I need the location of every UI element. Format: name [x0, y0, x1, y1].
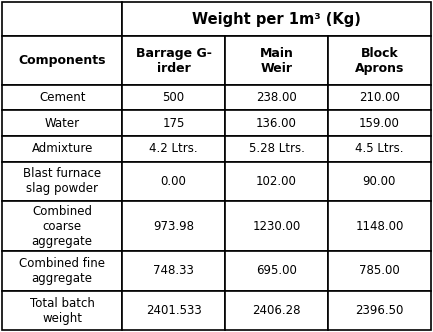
Bar: [2, 111, 122, 136]
Text: 973.98: 973.98: [153, 219, 194, 233]
Bar: [122, 251, 225, 291]
Text: 5.28 Ltrs.: 5.28 Ltrs.: [249, 142, 304, 155]
Bar: [2, 37, 122, 85]
Text: 1230.00: 1230.00: [252, 219, 301, 233]
Text: 695.00: 695.00: [256, 264, 297, 277]
Bar: [122, 162, 225, 201]
Text: 2401.533: 2401.533: [146, 304, 201, 317]
Text: 159.00: 159.00: [359, 117, 400, 130]
Text: 238.00: 238.00: [256, 91, 297, 104]
Bar: [2, 162, 122, 201]
Text: 4.5 Ltrs.: 4.5 Ltrs.: [355, 142, 404, 155]
Bar: [328, 291, 431, 330]
Text: 0.00: 0.00: [161, 175, 187, 188]
Bar: [225, 136, 328, 162]
Text: Admixture: Admixture: [32, 142, 93, 155]
Text: Combined
coarse
aggregate: Combined coarse aggregate: [32, 205, 93, 248]
Bar: [122, 111, 225, 136]
Text: 1148.00: 1148.00: [355, 219, 404, 233]
Bar: [2, 201, 122, 251]
Text: Total batch
weight: Total batch weight: [30, 296, 95, 324]
Bar: [225, 111, 328, 136]
Bar: [122, 136, 225, 162]
Text: Blast furnace
slag powder: Blast furnace slag powder: [23, 167, 101, 196]
Bar: [328, 162, 431, 201]
Bar: [328, 136, 431, 162]
Bar: [225, 201, 328, 251]
Bar: [328, 37, 431, 85]
Text: Barrage G-
irder: Barrage G- irder: [136, 46, 212, 75]
Bar: [2, 251, 122, 291]
Text: 136.00: 136.00: [256, 117, 297, 130]
Text: 500: 500: [162, 91, 185, 104]
Bar: [122, 37, 225, 85]
Bar: [225, 85, 328, 111]
Text: Combined fine
aggregate: Combined fine aggregate: [19, 257, 105, 285]
Text: Water: Water: [45, 117, 80, 130]
Bar: [122, 201, 225, 251]
Bar: [225, 291, 328, 330]
Bar: [122, 2, 431, 37]
Bar: [122, 291, 225, 330]
Text: 2396.50: 2396.50: [355, 304, 404, 317]
Bar: [225, 162, 328, 201]
Text: 2406.28: 2406.28: [252, 304, 301, 317]
Bar: [328, 251, 431, 291]
Bar: [328, 85, 431, 111]
Text: 175: 175: [162, 117, 185, 130]
Text: 785.00: 785.00: [359, 264, 400, 277]
Text: Block
Aprons: Block Aprons: [355, 46, 404, 75]
Bar: [122, 85, 225, 111]
Text: Main
Weir: Main Weir: [259, 46, 294, 75]
Bar: [328, 111, 431, 136]
Bar: [2, 85, 122, 111]
Bar: [328, 201, 431, 251]
Bar: [225, 37, 328, 85]
Text: 90.00: 90.00: [363, 175, 396, 188]
Bar: [225, 251, 328, 291]
Text: Cement: Cement: [39, 91, 85, 104]
Text: Weight per 1m³ (Kg): Weight per 1m³ (Kg): [192, 12, 361, 27]
Bar: [2, 291, 122, 330]
Text: 102.00: 102.00: [256, 175, 297, 188]
Bar: [2, 2, 122, 37]
Text: 748.33: 748.33: [153, 264, 194, 277]
Text: 4.2 Ltrs.: 4.2 Ltrs.: [149, 142, 198, 155]
Text: Components: Components: [19, 54, 106, 67]
Bar: [2, 136, 122, 162]
Text: 210.00: 210.00: [359, 91, 400, 104]
